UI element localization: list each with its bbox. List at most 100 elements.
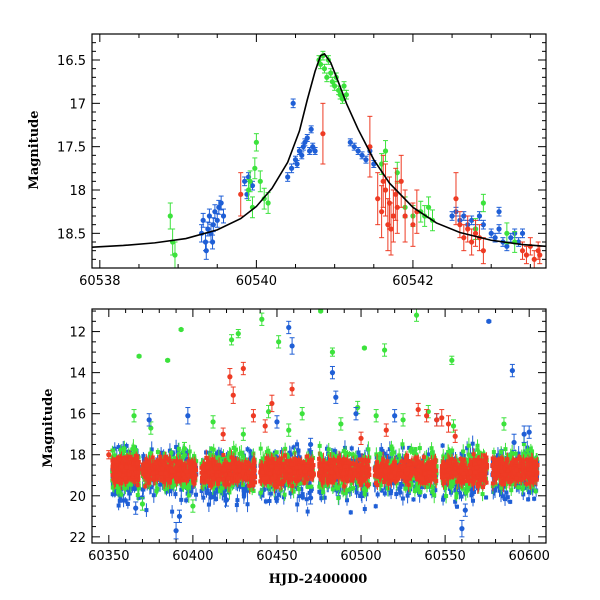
bottom-baseline-point (459, 494, 464, 499)
bottom-baseline-point (164, 489, 169, 494)
bottom-baseline-point (170, 480, 175, 485)
bottom-baseline-point (359, 491, 364, 496)
bottom-baseline-point (305, 484, 310, 489)
top-data-point (508, 235, 514, 241)
bottom-baseline-point (400, 496, 405, 501)
bottom-baseline-point (126, 487, 131, 492)
bottom-baseline-point (220, 485, 225, 490)
bottom-baseline-point (181, 449, 186, 454)
bottom-baseline-point (194, 459, 199, 464)
bottom-baseline-point (296, 487, 301, 492)
top-y-tick-label: 17.5 (57, 141, 86, 156)
bottom-baseline-point (241, 488, 246, 493)
bottom-baseline-point (243, 485, 248, 490)
bottom-baseline-point (508, 499, 513, 504)
bottom-baseline-point (530, 488, 535, 493)
bottom-baseline-point (281, 495, 286, 500)
bottom-baseline-point (115, 485, 120, 490)
bottom-baseline-point (407, 445, 412, 450)
bottom-baseline-point (130, 486, 135, 491)
top-data-point (382, 187, 389, 193)
top-data-point (480, 248, 486, 254)
bottom-baseline-point (356, 450, 361, 455)
bottom-baseline-point (215, 451, 220, 456)
top-series-red (238, 34, 543, 268)
bottom-baseline-point (348, 487, 353, 492)
top-data-point (461, 235, 467, 241)
bottom-baseline-point (117, 498, 122, 503)
top-data-point (453, 196, 459, 202)
bottom-baseline-point (226, 454, 231, 459)
bottom-baseline-point (388, 491, 393, 496)
bottom-baseline-point (173, 492, 178, 497)
top-data-point (238, 191, 244, 197)
bottom-baseline-point (272, 458, 277, 463)
bottom-baseline-point (116, 489, 121, 494)
bottom-baseline-point (297, 455, 302, 460)
bottom-baseline-point (471, 489, 476, 494)
bottom-baseline-point (167, 489, 172, 494)
bottom-baseline-point (289, 452, 294, 457)
top-data-point (307, 148, 313, 154)
bottom-baseline-point (169, 450, 174, 455)
bottom-baseline-point (440, 443, 445, 448)
top-data-point (216, 204, 222, 210)
bottom-baseline-point (223, 485, 228, 490)
top-data-point (317, 61, 324, 67)
bottom-baseline-point (500, 494, 505, 499)
bottom-baseline-point (497, 488, 502, 493)
bottom-baseline-point (309, 486, 314, 491)
bottom-baseline-point (233, 447, 238, 452)
bottom-baseline-point (149, 451, 154, 456)
bottom-baseline-point (187, 449, 192, 454)
bottom-baseline-point (240, 482, 245, 487)
bottom-baseline-point (295, 502, 300, 507)
bottom-baseline-point (337, 483, 342, 488)
bottom-baseline-point (221, 455, 226, 460)
bottom-baseline-point (470, 441, 475, 446)
bottom-baseline-point (141, 457, 146, 462)
bottom-baseline-point (247, 457, 252, 462)
bottom-baseline-point (484, 495, 489, 500)
bottom-baseline-point (335, 486, 340, 491)
top-panel: 60538 60540 60542 16.5 17 17.5 18 18.5 Magnitud… (27, 33, 547, 289)
bottom-baseline-point (459, 451, 464, 456)
top-data-point (304, 135, 310, 141)
bottom-baseline-point (260, 482, 265, 487)
bottom-baseline-point (201, 495, 206, 500)
bottom-baseline-point (132, 486, 137, 491)
bottom-baseline-point (208, 453, 213, 458)
bottom-baseline-point (127, 491, 132, 496)
bottom-baseline-point (366, 447, 371, 452)
bottom-baseline-point (209, 446, 214, 451)
top-data-point (380, 178, 386, 184)
bottom-baseline-point (241, 494, 246, 499)
bottom-baseline-point (219, 451, 224, 456)
bottom-baseline-point (393, 455, 398, 460)
bottom-baseline-point (468, 486, 473, 491)
top-data-point (394, 204, 400, 210)
bottom-baseline-point (194, 492, 199, 497)
bottom-baseline-point (291, 489, 296, 494)
bottom-baseline-point (122, 486, 127, 491)
bottom-baseline-point (205, 477, 210, 482)
bottom-baseline-point (283, 446, 288, 451)
top-data-point (472, 230, 479, 236)
bottom-baseline-point (351, 486, 356, 491)
top-data-point (347, 139, 353, 145)
bottom-baseline-point (441, 497, 446, 502)
bottom-baseline-point (112, 453, 117, 458)
bottom-baseline-point (245, 502, 250, 507)
bottom-baseline-point (308, 451, 313, 456)
bottom-baseline-point (295, 442, 300, 447)
top-data-point (252, 165, 258, 171)
bottom-baseline-point (258, 446, 263, 451)
bottom-baseline-point (122, 482, 127, 487)
bottom-baseline-point (493, 488, 498, 493)
top-data-point (343, 92, 349, 98)
top-data-point (363, 157, 369, 163)
top-data-point (308, 126, 314, 132)
bottom-baseline-point (397, 487, 402, 492)
top-data-point (200, 217, 206, 223)
bottom-baseline-point (274, 496, 279, 501)
